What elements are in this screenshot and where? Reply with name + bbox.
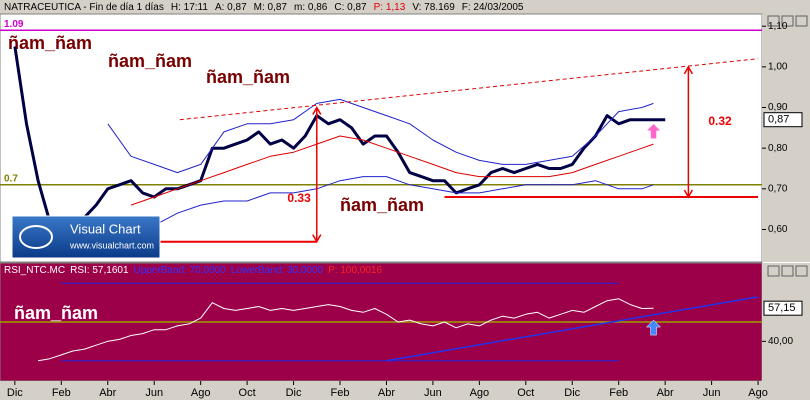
x-tick-label: Ago <box>191 387 211 399</box>
x-axis-bar <box>0 381 810 400</box>
logo-box <box>11 215 161 259</box>
level-label: 1.09 <box>4 19 24 30</box>
x-tick-label: Feb <box>331 387 350 399</box>
measure-arrowhead <box>683 189 694 199</box>
measure-arrowhead <box>312 234 322 244</box>
button[interactable] <box>795 265 808 277</box>
logo-title: Visual Chart <box>70 221 141 236</box>
current-value-box <box>763 300 803 316</box>
series-line <box>38 298 654 362</box>
x-tick-label: Abr <box>657 387 674 399</box>
y-tick-label: 0,90 <box>768 102 788 113</box>
watermark: ñam_ñam <box>14 303 98 323</box>
window-buttons <box>767 15 808 277</box>
logo-icon <box>19 225 53 249</box>
arrow <box>645 319 662 336</box>
header-field: P: 1,13 <box>374 2 406 13</box>
measure-arrowhead <box>312 105 322 115</box>
pane-title-text: RSI_NTC.MC <box>4 265 65 276</box>
x-tick-label: Dic <box>7 387 23 399</box>
x-tick-label: Feb <box>609 387 628 399</box>
watermark: ñam_ñam <box>206 67 290 87</box>
measure-label: 0.33 <box>287 191 311 205</box>
button[interactable] <box>767 15 780 27</box>
pane-field: UpperBand: 70,0000 <box>134 265 227 276</box>
header-bar <box>0 0 810 14</box>
current-value-label: 57,15 <box>768 302 796 314</box>
measure-arrowhead <box>683 65 694 75</box>
logo-url: www.visualchart.com <box>69 240 154 250</box>
header-field: V: 78.169 <box>412 2 455 13</box>
y-tick-label: 40,00 <box>768 336 793 347</box>
symbol: NATRACEUTICA - Fin de día 1 días <box>4 2 164 13</box>
x-tick-label: Abr <box>99 387 116 399</box>
series-line <box>13 46 666 252</box>
header-field: A: 0,87 <box>215 2 247 13</box>
y-tick-label: 1,00 <box>768 61 788 72</box>
rsi-plot: ñam_ñam <box>0 282 762 362</box>
x-tick-label: Feb <box>52 387 71 399</box>
pane-field: P: 100,0016 <box>328 265 382 276</box>
x-tick-label: Oct <box>239 387 256 399</box>
header-field: F: 24/03/2005 <box>462 2 524 13</box>
x-tick-label: Abr <box>378 387 395 399</box>
series-line <box>130 135 654 206</box>
watermark: ñam_ñam <box>8 33 92 53</box>
header-field: m: 0,86 <box>294 2 328 13</box>
price-plot: 1.09 0.7 ñam_ñam ñam_ñam ñam_ñam ñam_ñam 0.33 0… <box>0 19 762 252</box>
x-tick-label: Dic <box>564 387 580 399</box>
arrow <box>645 123 662 140</box>
y-tick-label: 0,70 <box>768 183 788 194</box>
measure-label: 0.32 <box>708 114 732 128</box>
level-label: 0.7 <box>4 173 18 184</box>
x-tick-label: Jun <box>424 387 442 399</box>
series-line <box>179 58 759 121</box>
header-field: H: 17:11 <box>171 2 208 13</box>
header-field: M: 0,87 <box>254 2 288 13</box>
rsi-axis <box>762 263 810 381</box>
x-tick-label: Oct <box>517 387 534 399</box>
watermark: ñam_ñam <box>340 195 424 215</box>
button[interactable] <box>781 265 794 277</box>
x-tick-label: Dic <box>286 387 302 399</box>
y-tick-label: 0,80 <box>768 143 788 154</box>
x-tick-label: Jun <box>703 387 721 399</box>
button[interactable] <box>795 15 808 27</box>
header-field: C: 0,87 <box>334 2 367 13</box>
price-axis <box>762 14 810 262</box>
current-value-label: 0,87 <box>768 114 789 126</box>
watermark: ñam_ñam <box>108 51 192 71</box>
y-tick-label: 1,10 <box>768 21 788 32</box>
pane-title: RSI_NTC.MC RSI: 57,1601 UpperBand: 70,0000… <box>4 265 382 276</box>
header-text: NATRACEUTICA - Fin de día 1 días H: 17:11… <box>4 2 524 13</box>
series-line <box>107 176 654 247</box>
x-tick-label: Jun <box>145 387 163 399</box>
current-value-box <box>763 112 803 128</box>
x-tick-label: Ago <box>470 387 490 399</box>
y-tick-label: 0,60 <box>768 224 788 235</box>
button[interactable] <box>767 265 780 277</box>
logo: Visual Chart www.visualchart.com <box>11 215 161 259</box>
pane-field: LowerBand: 30,0000 <box>231 265 324 276</box>
x-tick-label: Ago <box>748 387 768 399</box>
series-line <box>107 98 654 174</box>
button[interactable] <box>781 15 794 27</box>
pane-field: RSI: 57,1601 <box>70 265 129 276</box>
series-line <box>386 296 759 362</box>
